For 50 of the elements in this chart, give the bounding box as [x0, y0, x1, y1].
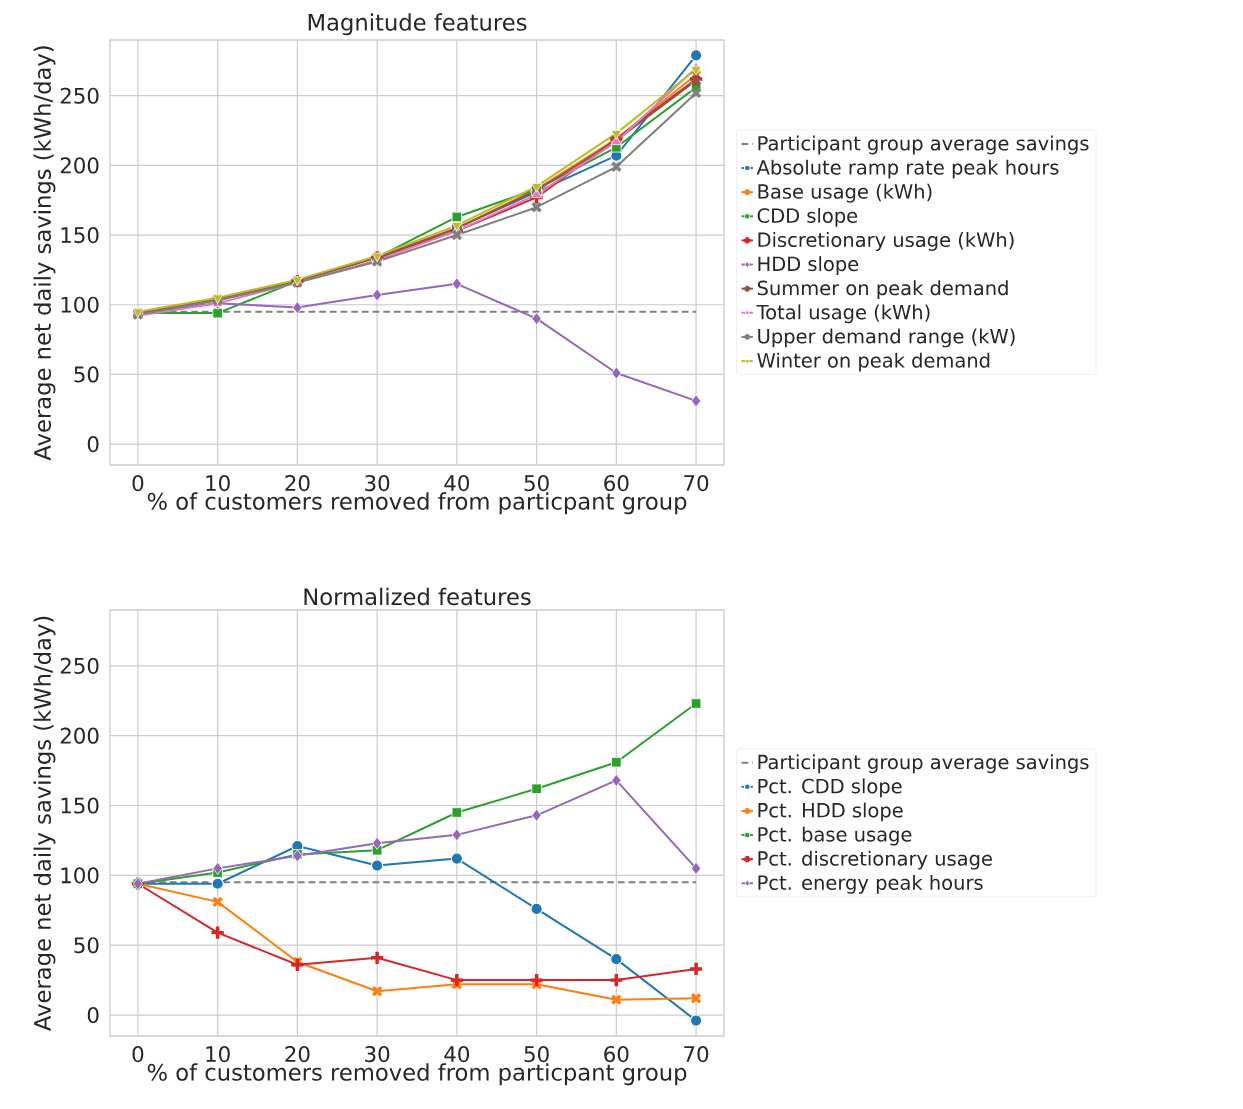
x-tick-label: 10 [206, 475, 230, 492]
y-tick-label: 150 [61, 227, 99, 244]
x-tick-label: 10 [206, 1046, 230, 1063]
chart-title: Magnitude features [308, 13, 527, 36]
x-tick-label: 30 [365, 1046, 390, 1063]
x-tick-label: 70 [684, 1046, 709, 1063]
legend-label: Winter on peak demand [757, 352, 990, 372]
y-tick-label: 250 [60, 657, 99, 674]
x-tick-label: 60 [604, 1046, 629, 1063]
y-tick-label: 50 [74, 937, 99, 954]
y-tick-label: 150 [61, 797, 99, 814]
legend-label: Summer on peak demand [757, 280, 1008, 300]
legend-label: Pct. energy peak hours [758, 874, 983, 894]
legend-label: Pct. HDD slope [758, 802, 903, 822]
legend-label: Base usage (kWh) [758, 183, 932, 203]
y-tick-label: 100 [61, 867, 99, 884]
legend-label: HDD slope [758, 256, 859, 275]
legend-label: CDD slope [757, 207, 858, 227]
legend-label: Participant group average savings [758, 135, 1089, 155]
legend-label: Participant group average savings [758, 754, 1089, 774]
x-axis-title: % of customers removed from particpant group [147, 1063, 687, 1086]
legend-label: Pct. base usage [758, 826, 912, 846]
y-tick-label: 250 [60, 87, 99, 104]
chart-title: Normalized features [304, 587, 531, 606]
legend-label: Pct. CDD slope [758, 778, 902, 798]
x-axis-title: % of customers removed from particpant group [147, 492, 687, 515]
y-tick-label: 0 [87, 1006, 99, 1024]
legend-label: Upper demand range (kW) [758, 328, 1015, 348]
legend-label: Absolute ramp rate peak hours [756, 159, 1059, 179]
legend-label: Discretionary usage (kWh) [758, 232, 1014, 251]
x-tick-label: 50 [524, 1046, 549, 1063]
x-tick-label: 30 [365, 475, 390, 492]
legend-label: Pct. discretionary usage [758, 850, 992, 870]
y-tick-label: 200 [60, 157, 99, 174]
y-tick-label: 50 [74, 366, 99, 383]
x-tick-label: 0 [132, 1046, 144, 1063]
legend-label: Total usage (kWh) [756, 304, 930, 324]
y-axis-title: Average net daily savings (kWh/day) [33, 616, 56, 1031]
x-tick-label: 20 [285, 1046, 310, 1063]
y-tick-label: 100 [61, 296, 99, 313]
x-tick-label: 70 [684, 475, 709, 492]
x-tick-label: 50 [524, 475, 549, 492]
y-tick-label: 200 [60, 727, 99, 744]
x-tick-label: 20 [285, 475, 310, 492]
y-axis-title: Average net daily savings (kWh/day) [33, 46, 56, 461]
x-tick-label: 0 [132, 475, 144, 492]
x-tick-label: 40 [444, 475, 470, 492]
x-tick-label: 60 [604, 475, 629, 492]
x-tick-label: 40 [444, 1046, 470, 1063]
y-tick-label: 0 [87, 436, 99, 453]
